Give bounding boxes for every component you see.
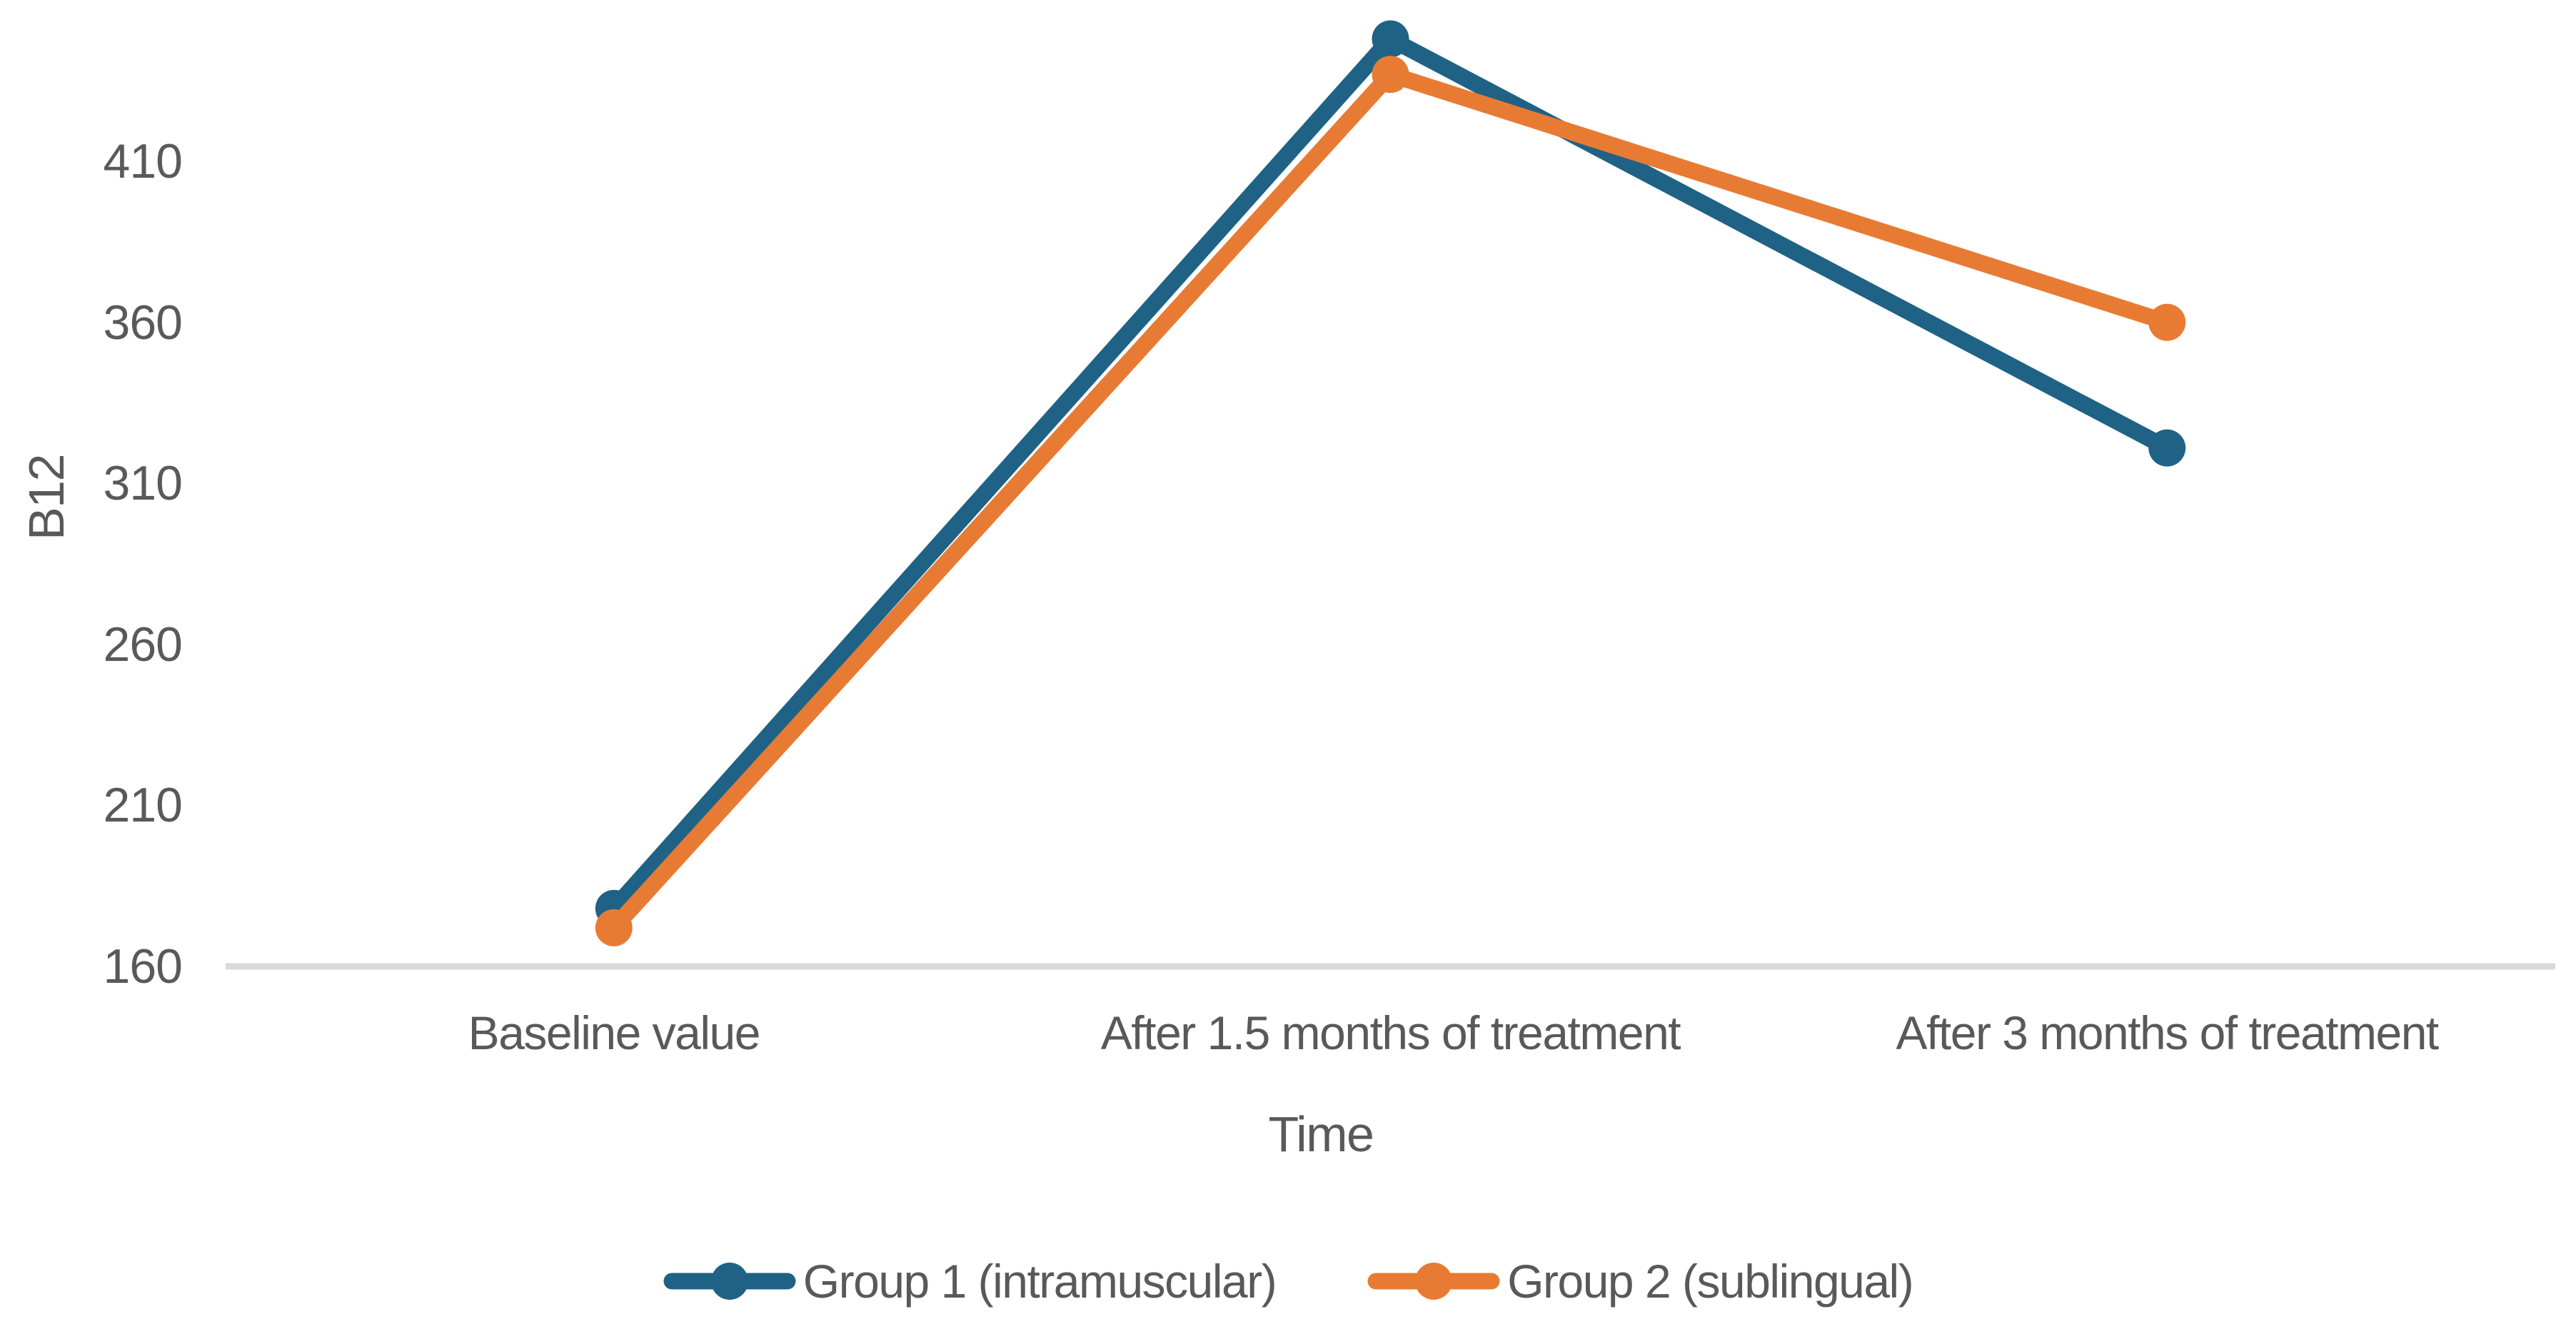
series-2-data-point-marker — [2148, 303, 2186, 341]
legend-item-label: Group 2 (sublingual) — [1507, 1255, 1914, 1308]
y-tick-label: 410 — [103, 134, 183, 188]
legend-series-marker-icon — [1367, 1263, 1500, 1300]
x-axis-title: Time — [1268, 1106, 1374, 1162]
y-tick-label: 260 — [103, 617, 183, 672]
legend-series-marker-icon — [663, 1263, 796, 1300]
series-1-data-point-marker — [2148, 429, 2186, 467]
legend-item: Group 1 (intramuscular) — [663, 1253, 1277, 1309]
y-tick-label: 160 — [103, 939, 183, 994]
y-tick-label: 360 — [103, 295, 183, 350]
legend: Group 1 (intramuscular) Group 2 (sublingu… — [0, 1253, 2576, 1309]
x-category-label: After 3 months of treatment — [1896, 1006, 2440, 1059]
y-tick-label: 310 — [103, 456, 183, 511]
legend-item-label: Group 1 (intramuscular) — [803, 1255, 1277, 1308]
series-line-1 — [605, 31, 2175, 917]
legend-item: Group 2 (sublingual) — [1367, 1253, 1914, 1309]
series-2-data-point-marker — [595, 909, 633, 946]
series-line-2 — [605, 66, 2175, 936]
series-2-data-point-marker — [1372, 56, 1409, 94]
series-1-data-point-marker — [1372, 20, 1409, 58]
x-category-label: After 1.5 months of treatment — [1100, 1006, 1681, 1059]
y-tick-label: 210 — [103, 778, 183, 833]
x-category-label: Baseline value — [468, 1006, 761, 1059]
